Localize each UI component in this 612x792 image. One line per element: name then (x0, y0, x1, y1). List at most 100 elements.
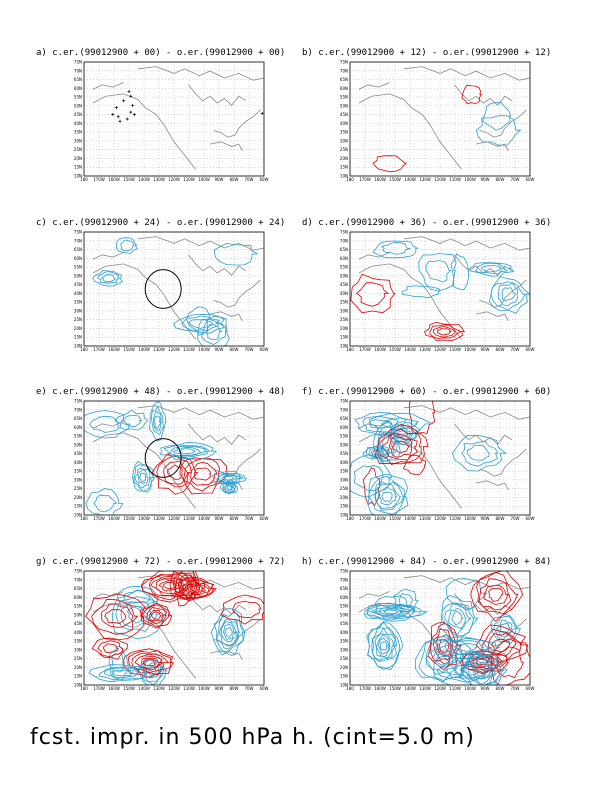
lon-tick-label: 130W (153, 516, 165, 521)
contour-line (120, 601, 154, 628)
contour-line (473, 662, 490, 677)
coastline (188, 84, 247, 106)
contour-line (123, 589, 150, 604)
contour-line (418, 638, 470, 683)
lat-tick-label: 35N (74, 300, 82, 305)
contour-line (408, 401, 436, 435)
contour-line (219, 618, 240, 646)
lat-tick-label: 15N (340, 504, 348, 509)
lon-tick-label: 110W (183, 516, 195, 521)
lat-tick-label: 75N (74, 230, 82, 235)
lon-tick-label: 150W (123, 516, 135, 521)
contour-line (470, 571, 524, 622)
contour-line (374, 633, 394, 660)
contour-line (464, 654, 496, 685)
contour-line (466, 445, 490, 461)
map-area (350, 401, 530, 515)
contour-line (440, 602, 475, 637)
lon-tick-label: 70W (510, 347, 519, 352)
lon-tick-label: 70W (510, 686, 519, 691)
lon-tick-label: 150W (389, 516, 401, 521)
contour-line (368, 475, 406, 515)
panel-title: a) c.er.(99012900 + 00) - o.er.(99012900… (36, 48, 285, 58)
lat-tick-label: 55N (340, 265, 348, 270)
contour-line (380, 433, 418, 461)
lat-tick-label: 65N (340, 586, 348, 591)
contour-line (435, 636, 500, 660)
lat-tick-label: 60N (340, 256, 348, 261)
lat-tick-label: 40N (74, 460, 82, 465)
contour-line (468, 262, 515, 277)
lat-tick-label: 75N (74, 399, 82, 404)
lon-tick-label: 140W (138, 516, 150, 521)
panel-h: h) c.er.(99012900 + 84) - o.er.(99012900… (302, 557, 551, 691)
lat-tick-label: 15N (74, 165, 82, 170)
lon-tick-label: 140W (404, 686, 416, 691)
panel-frame (83, 570, 265, 686)
lat-tick-label: 60N (74, 86, 82, 91)
lon-tick-label: 140W (138, 177, 150, 182)
lat-tick-label: 45N (74, 112, 82, 117)
lat-tick-label: 40N (340, 121, 348, 126)
contour-line (415, 635, 476, 681)
lon-tick-label: 170W (93, 177, 105, 182)
lon-tick-label: 80W (495, 177, 504, 182)
lat-tick-label: 65N (340, 247, 348, 252)
coastline (92, 421, 124, 429)
map-area (350, 571, 530, 685)
contour-line (390, 426, 414, 443)
lon-tick-label: 160W (374, 516, 386, 521)
lat-tick-label: 10N (74, 174, 82, 179)
coastline (358, 263, 462, 340)
coastline (403, 405, 530, 420)
contour-line (497, 282, 519, 307)
contour-line (374, 483, 401, 510)
lon-tick-label: 100W (464, 347, 476, 352)
lon-tick-label: 160W (374, 347, 386, 352)
lat-tick-label: 25N (74, 147, 82, 152)
lon-tick-label: 100W (198, 347, 210, 352)
contour-line (362, 445, 391, 460)
contour-line (97, 640, 124, 658)
lon-tick-label: 110W (183, 347, 195, 352)
contour-line (193, 467, 212, 481)
contour-line (184, 583, 207, 595)
contour-line (387, 421, 421, 447)
lon-tick-label: 120W (168, 177, 180, 182)
contour-line (155, 578, 186, 594)
lat-tick-label: 30N (340, 308, 348, 313)
contour-line (156, 454, 192, 488)
lon-tick-label: 90W (214, 516, 223, 521)
lon-tick-label: 180 (80, 347, 88, 352)
contour-line (151, 453, 199, 495)
lat-tick-label: 40N (74, 121, 82, 126)
panel-title: h) c.er.(99012900 + 84) - o.er.(99012900… (302, 557, 551, 567)
lat-tick-label: 60N (340, 425, 348, 430)
map-area (84, 571, 264, 685)
lat-tick-label: 15N (74, 504, 82, 509)
contour-line (377, 486, 397, 506)
lat-tick-label: 45N (340, 621, 348, 626)
lon-tick-label: 160W (374, 177, 386, 182)
lon-tick-label: 170W (359, 516, 371, 521)
lon-tick-label: 60W (259, 516, 268, 521)
map-area (350, 62, 530, 176)
lat-tick-label: 50N (74, 442, 82, 447)
lat-tick-label: 25N (340, 486, 348, 491)
lon-tick-label: 130W (419, 347, 431, 352)
coastline (92, 82, 124, 90)
lat-tick-label: 50N (74, 273, 82, 278)
coastline (479, 448, 527, 477)
lat-tick-label: 60N (74, 256, 82, 261)
lon-tick-label: 90W (480, 347, 489, 352)
lat-tick-label: 30N (340, 138, 348, 143)
contour-line (186, 306, 211, 336)
contour-line (450, 253, 470, 291)
contour-line (372, 155, 408, 173)
contour-line (216, 472, 245, 484)
contour-line (381, 491, 393, 503)
contour-line (454, 642, 478, 652)
contour-line (393, 588, 419, 612)
contour-line (93, 494, 118, 513)
lon-tick-label: 170W (359, 177, 371, 182)
